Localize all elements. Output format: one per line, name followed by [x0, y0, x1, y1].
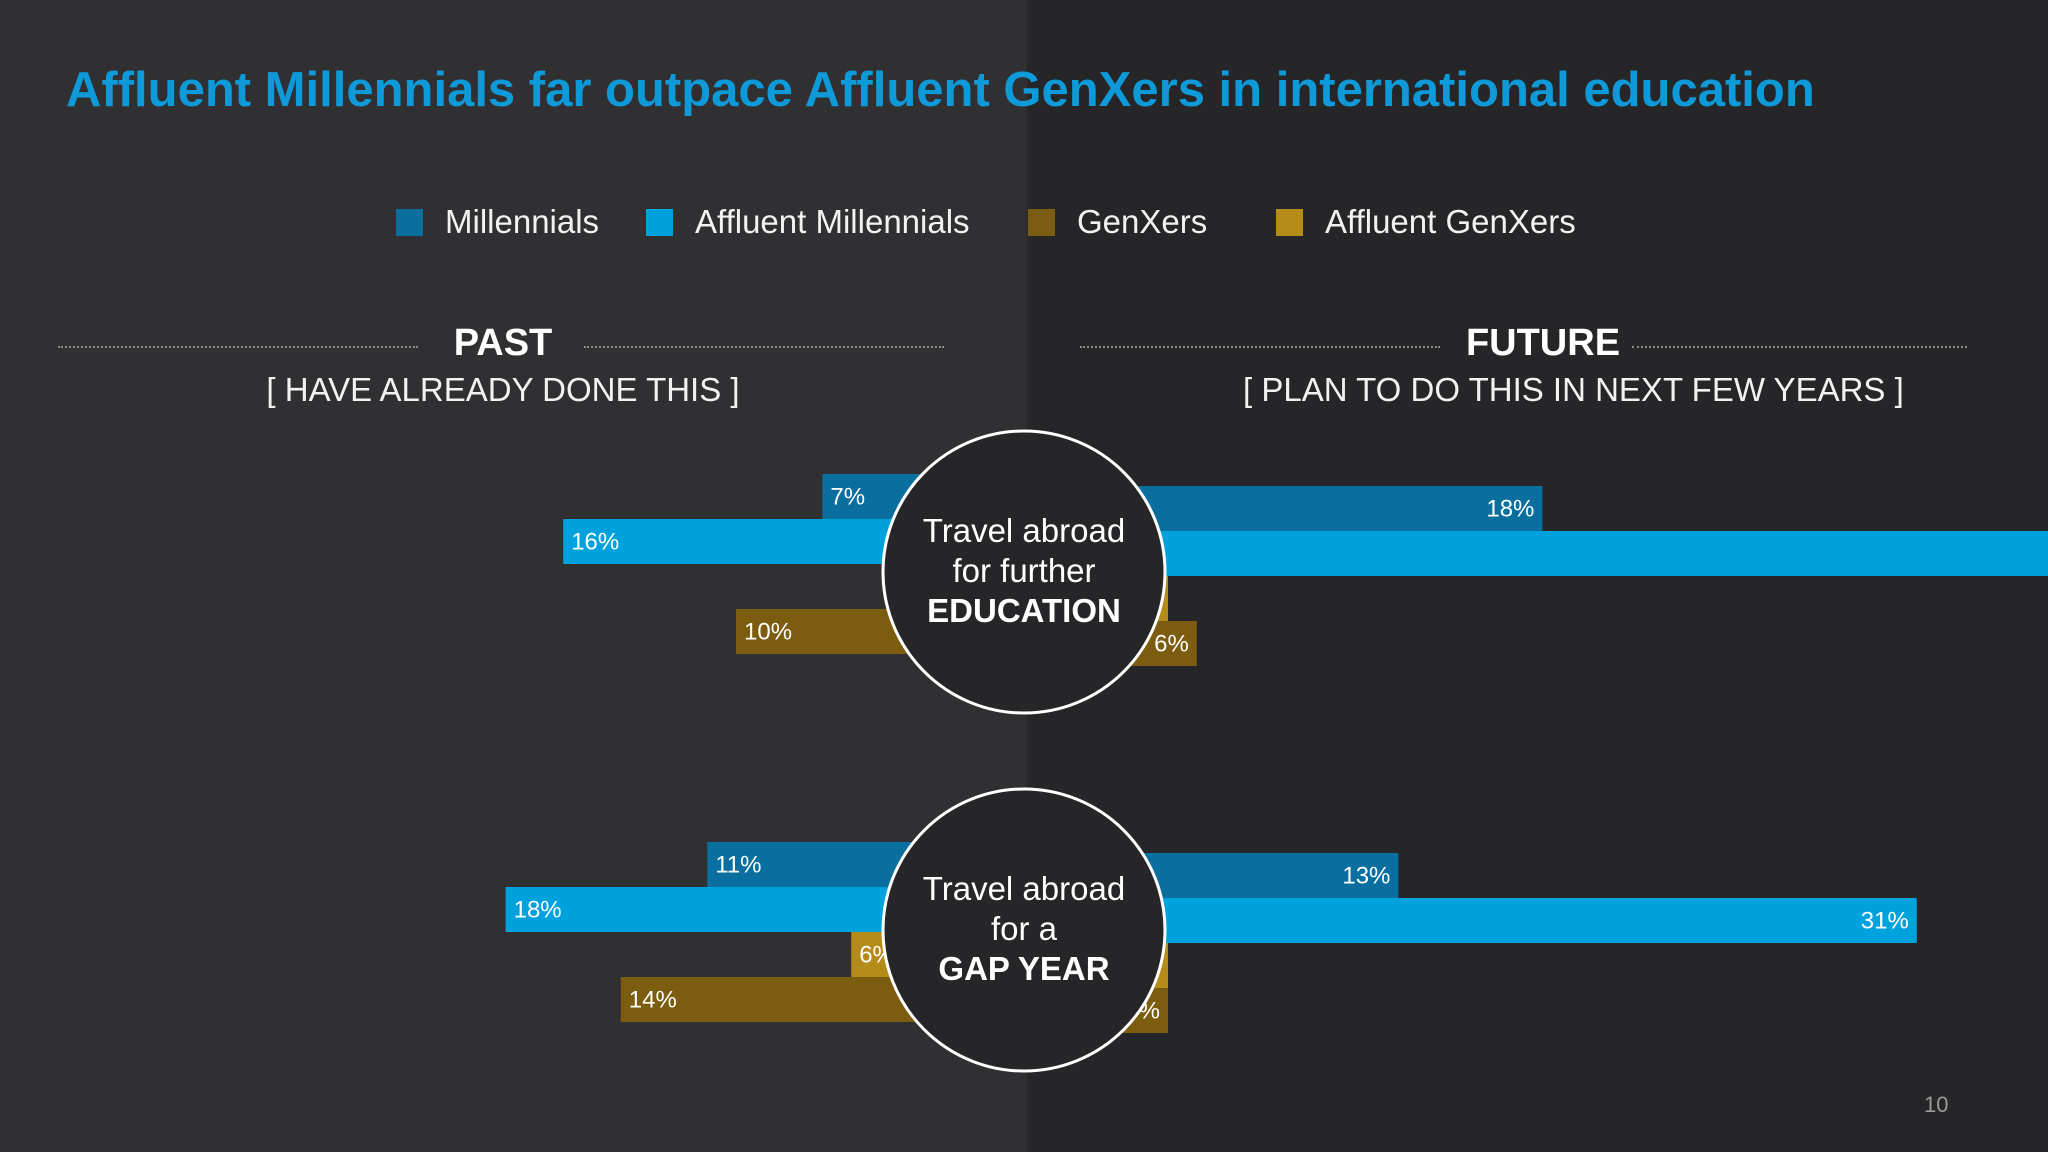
future-title: FUTURE — [1465, 322, 1621, 364]
data-label-past-genxers-group-1: 10% — [744, 619, 792, 646]
data-label-past-millennials-group-2: 11% — [715, 852, 761, 879]
legend-label-millennials: Millennials — [445, 203, 600, 240]
future-divider-right — [1632, 346, 1967, 348]
category-circle-group-1 — [881, 429, 1167, 715]
category-circle-group-2 — [881, 787, 1167, 1073]
legend-label-affluent-genxers: Affluent GenXers — [1325, 203, 1576, 240]
past-divider-left — [58, 346, 418, 348]
category-label-group-1-line-2: for further — [952, 552, 1095, 589]
data-label-past-genxers-group-2: 14% — [629, 987, 677, 1014]
future-header: FUTURE [ PLAN TO DO THIS IN NEXT FEW YEA… — [1243, 322, 1904, 409]
data-label-future-millennials-group-2: 13% — [1342, 863, 1390, 890]
legend-swatch-affluent-genxers — [1276, 208, 1303, 236]
page-title: Affluent Millennials far outpace Affluen… — [66, 63, 1815, 117]
data-label-past-affluent-millennials-group-1: 16% — [571, 529, 619, 556]
past-header: PAST [ HAVE ALREADY DONE THIS ] — [203, 322, 803, 409]
legend-label-genxers: GenXers — [1077, 203, 1208, 240]
past-divider-right — [584, 346, 944, 348]
data-label-future-affluent-millennials-group-2: 31% — [1861, 908, 1909, 935]
past-subtitle: [ HAVE ALREADY DONE THIS ] — [266, 371, 740, 408]
legend-swatch-affluent-millennials — [646, 208, 673, 236]
chart-legend: Millennials Affluent Millennials GenXers… — [0, 0, 2048, 260]
category-label-group-2-line-1: Travel abroad — [923, 870, 1125, 907]
legend-item-genxers: GenXers — [1028, 200, 1207, 244]
legend-label-affluent-millennials: Affluent Millennials — [695, 203, 970, 240]
future-subtitle: [ PLAN TO DO THIS IN NEXT FEW YEARS ] — [1243, 371, 1904, 408]
legend-swatch-millennials — [396, 208, 423, 236]
data-label-past-affluent-millennials-group-2: 18% — [514, 897, 562, 924]
data-label-past-millennials-group-1: 7% — [830, 484, 865, 511]
legend-swatch-genxers — [1028, 208, 1055, 236]
page-number: 10 — [1924, 1092, 1949, 1117]
legend-item-affluent-millennials: Affluent Millennials — [646, 200, 970, 244]
category-label-group-1-line-1: Travel abroad — [923, 512, 1125, 549]
bar-future-affluent-millennials-group-1 — [1024, 531, 2048, 576]
past-title: PAST — [453, 322, 553, 364]
category-label-group-1-line-3: EDUCATION — [927, 592, 1121, 629]
legend-item-affluent-genxers: Affluent GenXers — [1276, 200, 1576, 244]
legend-item-millennials: Millennials — [396, 200, 599, 244]
bar-future-affluent-millennials-group-2 — [1024, 898, 1917, 943]
category-label-group-2-line-2: for a — [991, 910, 1058, 947]
data-label-future-genxers-group-1: 6% — [1154, 631, 1189, 658]
future-divider-left — [1080, 346, 1440, 348]
data-label-future-millennials-group-1: 18% — [1486, 496, 1534, 523]
category-label-group-2-line-3: GAP YEAR — [938, 950, 1109, 987]
